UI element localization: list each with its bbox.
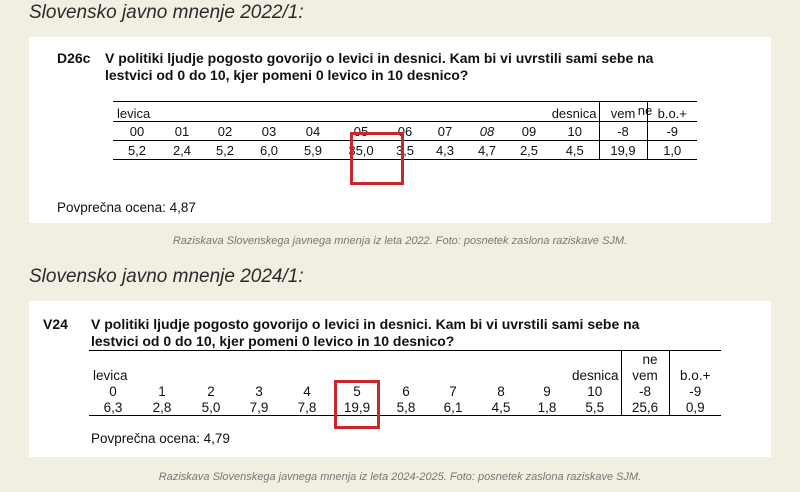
percent-cell: 2,5	[507, 140, 551, 160]
scale-row: 0 1 2 3 4 5 6 7 8 9 10 -8 -9	[89, 383, 721, 399]
percent-cell: 1,8	[537, 399, 557, 415]
percent-cell: 5,0	[201, 399, 221, 415]
scale-cell: 04	[291, 121, 335, 141]
percent-cell: 2,8	[152, 399, 172, 415]
desnica-label: desnica	[571, 367, 619, 383]
distribution-table-2024: levica desnica vem b.o.+ 0 1 2 3 4 5 6 7…	[89, 350, 721, 416]
scale-cell: 5	[353, 383, 361, 399]
percent-cell: 35,0	[335, 140, 387, 160]
distribution-table-2022: levica desnica vem b.o.+ 00 01 02 03 04 …	[113, 101, 697, 160]
ne-vem-label: vem	[598, 101, 647, 122]
percent-cell: 5,5	[585, 399, 605, 415]
scale-cell: 10	[587, 383, 603, 399]
scale-cell: 01	[161, 121, 203, 141]
scale-cell: 09	[507, 121, 551, 141]
average-score: Povprečna ocena: 4,79	[91, 431, 230, 446]
header-row: levica desnica vem b.o.+	[113, 101, 697, 122]
survey-screenshot-2022: D26c V politiki ljudje pogosto govorijo …	[29, 37, 771, 223]
percent-cell: 6,3	[103, 399, 123, 415]
question-code: D26c	[57, 50, 91, 66]
scale-cell: 2	[207, 383, 215, 399]
average-score: Povprečna ocena: 4,87	[57, 200, 196, 215]
scale-cell: 07	[423, 121, 467, 141]
scale-row: 00 01 02 03 04 05 06 07 08 09 10 -8 -9	[113, 121, 697, 141]
scale-cell: 3	[255, 383, 263, 399]
scale-cell: -9	[646, 121, 697, 141]
percent-cell: 5,9	[291, 140, 335, 160]
question-text: V politiki ljudje pogosto govorijo o lev…	[91, 316, 639, 350]
percent-row: 5,2 2,4 5,2 6,0 5,9 35,0 3,5 4,3 4,7 2,5…	[113, 140, 697, 160]
scale-cell: 7	[449, 383, 457, 399]
scale-cell: 08	[467, 121, 507, 141]
percent-cell: 19,9	[598, 140, 647, 160]
ne-vem-label: vem	[620, 367, 669, 383]
header-row	[89, 350, 721, 367]
caption-2022: Raziskava Slovenskega javnega mnenja iz …	[172, 235, 628, 247]
question-line-2: lestvici od 0 do 10, kjer pomeni 0 levic…	[105, 67, 469, 83]
scale-cell: -8	[598, 121, 647, 141]
scale-cell: -8	[620, 383, 669, 399]
scale-cell: 10	[551, 121, 599, 141]
scale-cell: 00	[113, 121, 161, 141]
caption-2024: Raziskava Slovenskega javnega mnenja iz …	[158, 471, 642, 483]
scale-cell: 4	[303, 383, 311, 399]
percent-cell: 3,5	[387, 140, 423, 160]
percent-cell: 4,5	[491, 399, 511, 415]
scale-cell: 1	[158, 383, 166, 399]
scale-cell: 0	[109, 383, 117, 399]
section-heading-2024: Slovensko javno mnenje 2024/1:	[29, 266, 304, 287]
label-row: levica desnica vem b.o.+	[89, 367, 721, 383]
scale-cell: 02	[203, 121, 247, 141]
percent-cell: 7,9	[249, 399, 269, 415]
percent-cell: 25,6	[620, 399, 669, 416]
percent-cell: 19,9	[343, 399, 371, 415]
question-line-1: V politiki ljudje pogosto govorijo o lev…	[91, 316, 640, 332]
percent-row: 6,3 2,8 5,0 7,9 7,8 19,9 5,8 6,1 4,5 1,8…	[89, 399, 721, 416]
question-line-2: lestvici od 0 do 10, kjer pomeni 0 levic…	[91, 333, 455, 349]
percent-cell: 7,8	[297, 399, 317, 415]
percent-cell: 5,8	[396, 399, 416, 415]
percent-cell: 4,7	[467, 140, 507, 160]
scale-cell: -9	[668, 383, 721, 399]
scale-cell: 9	[543, 383, 551, 399]
highlight-box-05	[350, 132, 404, 185]
question-text: V politiki ljudje pogosto govorijo o lev…	[105, 50, 653, 84]
percent-cell: 4,5	[551, 140, 599, 160]
scale-cell: 03	[247, 121, 291, 141]
scale-cell: 6	[402, 383, 410, 399]
bo-label: b.o.+	[668, 367, 721, 383]
question-code: V24	[43, 316, 68, 332]
levica-label: levica	[93, 367, 128, 383]
percent-cell: 5,2	[113, 140, 161, 160]
percent-cell: 0,9	[668, 399, 721, 416]
percent-cell: 6,1	[443, 399, 463, 415]
percent-cell: 2,4	[161, 140, 203, 160]
section-heading-2022: Slovensko javno mnenje 2022/1:	[29, 2, 304, 23]
levica-label: levica	[117, 106, 151, 121]
survey-screenshot-2024: V24 V politiki ljudje pogosto govorijo o…	[29, 301, 771, 457]
desnica-label: desnica	[551, 106, 597, 121]
percent-cell: 6,0	[247, 140, 291, 160]
highlight-box-5	[334, 380, 380, 429]
percent-cell: 1,0	[646, 140, 697, 160]
scale-cell: 8	[497, 383, 505, 399]
percent-cell: 4,3	[423, 140, 467, 160]
question-line-1: V politiki ljudje pogosto govorijo o lev…	[105, 50, 654, 66]
bo-label: b.o.+	[646, 101, 697, 122]
percent-cell: 5,2	[203, 140, 247, 160]
